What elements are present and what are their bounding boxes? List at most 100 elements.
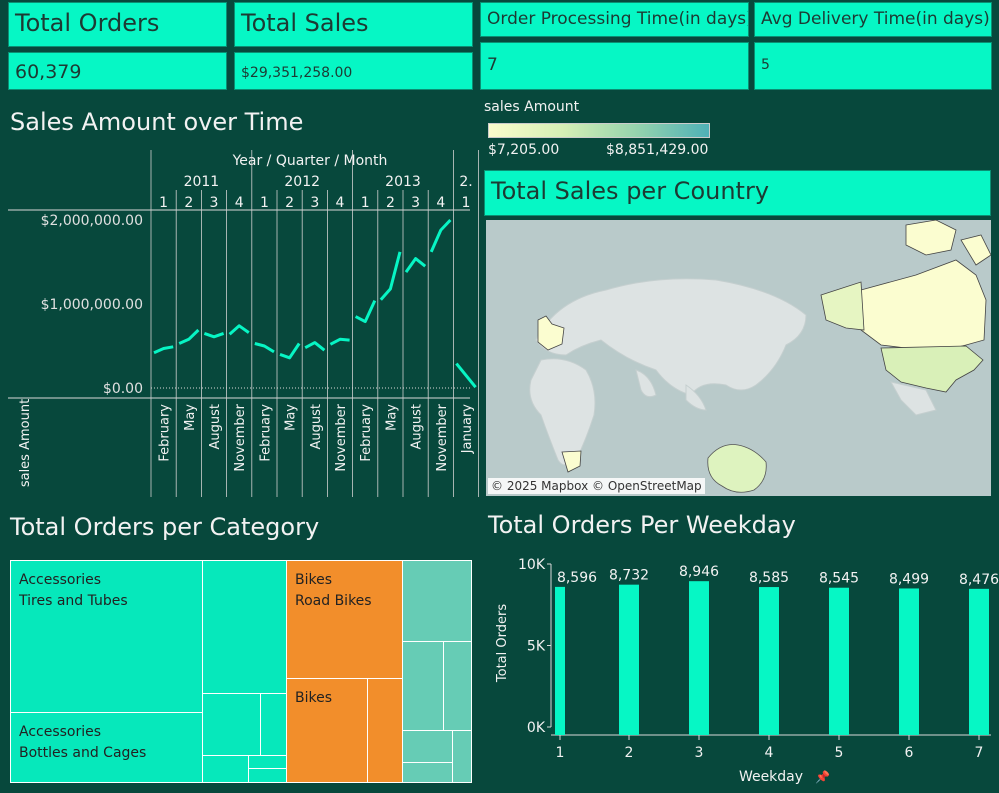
treemap-cell-accessory-small[interactable] — [202, 755, 249, 783]
treemap-title: Total Orders per Category — [10, 513, 320, 541]
bar[interactable] — [829, 587, 849, 735]
treemap-cell-other[interactable] — [402, 560, 472, 642]
kpi-value: $29,351,258.00 — [241, 65, 353, 81]
quarter-label: 4 — [336, 195, 345, 211]
kpi-order-processing-value: 7 — [480, 42, 749, 90]
treemap-cell-other[interactable] — [452, 730, 472, 783]
category-treemap[interactable]: Accessories Tires and Tubes Accessories Bo… — [10, 560, 472, 783]
treemap-cell-category: Accessories — [19, 572, 102, 588]
sales-line-segment[interactable] — [254, 342, 275, 354]
asia-south-landmass — [635, 369, 707, 411]
kpi-total-sales-title: Total Sales — [234, 2, 473, 47]
kpi-order-processing-title: Order Processing Time(in days) — [480, 2, 749, 37]
sales-line-segment[interactable] — [404, 257, 427, 273]
kpi-title: Total Sales — [241, 9, 369, 37]
quarter-label: 4 — [235, 195, 244, 211]
treemap-cell-accessory-small[interactable] — [248, 768, 287, 783]
month-label: February — [359, 404, 374, 462]
year-label: 2011 — [184, 174, 220, 190]
weekday-bar-chart[interactable]: Total Orders Weekday 📌 0K 5K 10K 8,596 1 8,73… — [489, 548, 999, 793]
bar[interactable] — [759, 587, 779, 735]
pin-icon[interactable]: 📌 — [815, 769, 830, 784]
x-tick-label: 3 — [695, 745, 704, 761]
treemap-cell-other[interactable] — [402, 641, 444, 731]
map-credit: © 2025 Mapbox © OpenStreetMap — [488, 478, 705, 494]
map-title: Total Sales per Country — [484, 170, 991, 216]
month-label: August — [208, 404, 223, 450]
treemap-cell-road-bikes[interactable]: Bikes Road Bikes — [286, 560, 403, 679]
treemap-cell-bottles-cages[interactable]: Accessories Bottles and Cages — [10, 712, 203, 783]
month-label: May — [284, 404, 299, 431]
quarter-label: 2 — [386, 195, 395, 211]
kpi-title: Total Orders — [15, 9, 160, 37]
month-label: May — [183, 404, 198, 431]
treemap-cell-accessory-small[interactable] — [260, 693, 287, 756]
treemap-cell-tires-tubes[interactable]: Accessories Tires and Tubes — [10, 560, 203, 713]
bar-value-label: 8,476 — [959, 572, 999, 588]
australia-highlight — [707, 444, 767, 493]
alaska-highlight — [820, 281, 865, 331]
eurasia-landmass — [535, 278, 807, 396]
quarter-label: 3 — [210, 195, 219, 211]
sales-line-segment[interactable] — [429, 218, 452, 253]
month-label: November — [435, 403, 450, 471]
sales-map[interactable]: © 2025 Mapbox © OpenStreetMap — [486, 220, 991, 496]
line-chart-header: Year / Quarter / Month — [232, 153, 388, 169]
treemap-cell-other[interactable] — [402, 762, 453, 783]
treemap-cell-category: Bikes — [295, 572, 333, 588]
quarter-label: 1 — [159, 195, 168, 211]
quarter-label: 1 — [462, 195, 471, 211]
quarter-label: 1 — [260, 195, 269, 211]
sales-line-segment[interactable] — [304, 341, 326, 352]
treemap-cell-accessory-small[interactable] — [248, 755, 287, 769]
year-label: 2012 — [284, 174, 320, 190]
treemap-cell-bikes-small[interactable] — [367, 678, 403, 783]
bar[interactable] — [555, 586, 565, 735]
treemap-cell-accessory-small[interactable] — [202, 693, 261, 756]
y-tick-label: 0K — [527, 720, 546, 736]
x-tick-label: 5 — [835, 745, 844, 761]
sales-line-segment[interactable] — [279, 342, 301, 360]
month-label: February — [258, 404, 273, 462]
month-label: January — [460, 404, 475, 455]
sales-line-segment[interactable] — [178, 328, 200, 345]
quarter-label: 3 — [310, 195, 319, 211]
month-label: November — [334, 403, 349, 471]
treemap-cell-other[interactable] — [402, 730, 453, 763]
year-label: 2013 — [385, 174, 421, 190]
sales-line-segment[interactable] — [455, 362, 477, 389]
x-axis-label: Weekday — [739, 769, 803, 785]
y-axis-label: Total Orders — [495, 604, 510, 683]
kpi-avg-delivery-title: Avg Delivery Time(in days) — [754, 2, 992, 37]
sales-line-segment[interactable] — [228, 324, 250, 336]
x-tick-label: 7 — [975, 745, 984, 761]
canada-highlight — [860, 259, 987, 351]
map-canvas — [486, 220, 991, 496]
y-tick-label: $1,000,000.00 — [41, 297, 143, 313]
month-label: August — [410, 404, 425, 450]
month-label: November — [233, 403, 248, 471]
kpi-total-orders-title: Total Orders — [8, 2, 227, 47]
bar[interactable] — [969, 588, 989, 735]
kpi-total-sales-value: $29,351,258.00 — [234, 52, 473, 90]
bar[interactable] — [899, 588, 919, 735]
x-tick-label: 4 — [765, 745, 774, 761]
quarter-label: 2 — [184, 195, 193, 211]
sales-line-segment[interactable] — [203, 331, 225, 339]
y-tick-label: $2,000,000.00 — [41, 213, 143, 229]
sales-line-segment[interactable] — [329, 337, 350, 346]
bar[interactable] — [689, 581, 709, 735]
sales-line-segment[interactable] — [354, 299, 377, 324]
quarter-label: 4 — [436, 195, 445, 211]
bar-value-label: 8,596 — [557, 570, 597, 586]
treemap-cell-accessory-small[interactable] — [202, 560, 287, 694]
quarter-label: 2 — [285, 195, 294, 211]
bar[interactable] — [619, 584, 639, 735]
quarter-label: 1 — [361, 195, 370, 211]
treemap-cell-other[interactable] — [443, 641, 472, 731]
treemap-cell-bikes[interactable]: Bikes — [286, 678, 368, 783]
sales-line-segment[interactable] — [153, 345, 174, 355]
sales-line-segment[interactable] — [379, 251, 402, 301]
europe-highlight — [537, 315, 565, 351]
